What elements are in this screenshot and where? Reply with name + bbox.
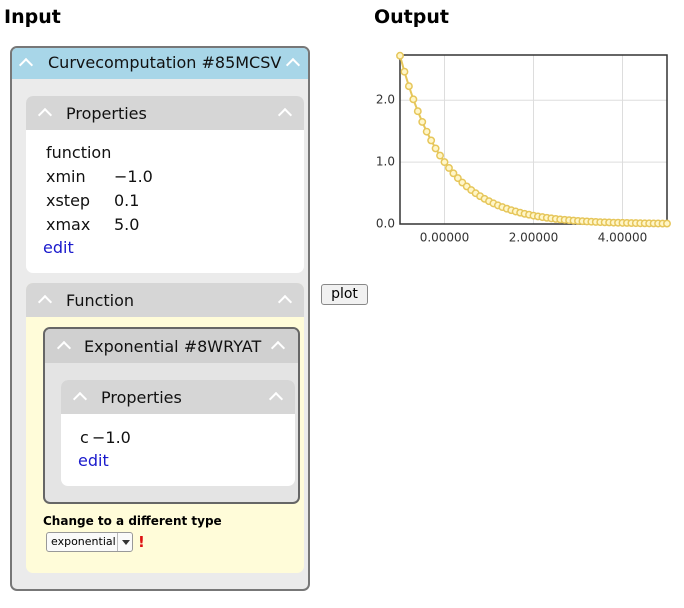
function-label: function xyxy=(46,143,112,162)
data-point xyxy=(413,107,422,116)
select-divider xyxy=(117,533,118,551)
change-type-label: Change to a different type xyxy=(43,514,222,528)
select-arrow xyxy=(122,540,130,545)
plot-button[interactable]: plot xyxy=(321,284,368,305)
prop-key: xstep xyxy=(46,191,91,210)
warning: ! xyxy=(138,533,145,551)
collapse-icon[interactable] xyxy=(37,294,53,310)
data-point xyxy=(422,127,431,136)
prop-value: 0.1 xyxy=(114,191,140,210)
type-select[interactable]: exponential xyxy=(46,532,133,552)
select-value: exponential xyxy=(51,535,116,548)
data-point xyxy=(663,219,671,228)
data-point xyxy=(396,51,404,60)
properties-title: Properties xyxy=(66,104,147,123)
y-tick-label: 1.0 xyxy=(376,155,395,169)
input-heading: Input xyxy=(4,6,61,28)
prop-value: −1.0 xyxy=(114,167,153,186)
prop-value: −1.0 xyxy=(92,428,131,447)
collapse-icon[interactable] xyxy=(72,391,88,407)
data-point xyxy=(453,174,462,183)
data-point xyxy=(440,158,449,167)
y-tick-label: 0.0 xyxy=(376,217,395,231)
function-title: Function xyxy=(66,291,135,310)
data-point xyxy=(436,151,444,160)
y-tick-label: 2.0 xyxy=(376,93,395,107)
collapse-icon[interactable] xyxy=(270,340,286,356)
output-heading: Output xyxy=(374,6,449,28)
prop-key: xmax xyxy=(46,215,91,234)
collapse-icon[interactable] xyxy=(277,294,293,310)
x-tick-label: 0.00000 xyxy=(420,231,470,245)
collapse-icon[interactable] xyxy=(268,391,284,407)
curve-header[interactable]: Curvecomputation #85MCSV xyxy=(12,48,308,79)
curve-title: Curvecomputation #85MCSV xyxy=(48,53,282,72)
exponential-title: Exponential #8WRYAT xyxy=(84,337,262,356)
data-point xyxy=(409,95,418,104)
prop-key: xmin xyxy=(46,167,86,186)
data-point xyxy=(431,144,440,153)
data-point xyxy=(449,169,458,178)
properties-panel: Properties xyxy=(26,96,304,273)
chart: 0.0 1.0 2.0 0.00000 2.00000 4.00000 xyxy=(376,51,671,245)
properties-header[interactable]: Properties xyxy=(26,96,304,130)
collapse-icon[interactable] xyxy=(56,340,72,356)
exp-properties-title: Properties xyxy=(101,388,182,407)
plot-frame xyxy=(399,54,668,225)
exp-properties-header[interactable]: Properties xyxy=(61,380,295,414)
exp-properties-panel: Properties xyxy=(61,380,295,486)
function-header[interactable]: Function xyxy=(26,283,304,317)
exponential-header[interactable]: Exponential #8WRYAT xyxy=(45,329,298,363)
data-point xyxy=(445,164,453,172)
prop-key: c xyxy=(80,428,89,447)
x-tick-label: 4.00000 xyxy=(598,231,648,245)
edit-link[interactable]: edit xyxy=(78,451,109,470)
data-point xyxy=(400,67,409,76)
plot-button-label: plot xyxy=(331,286,358,302)
data-point xyxy=(404,82,413,91)
data-point xyxy=(427,136,436,145)
x-tick-label: 2.00000 xyxy=(509,231,559,245)
edit-link[interactable]: edit xyxy=(43,238,74,257)
data-point xyxy=(418,117,427,126)
prop-value: 5.0 xyxy=(114,215,140,234)
